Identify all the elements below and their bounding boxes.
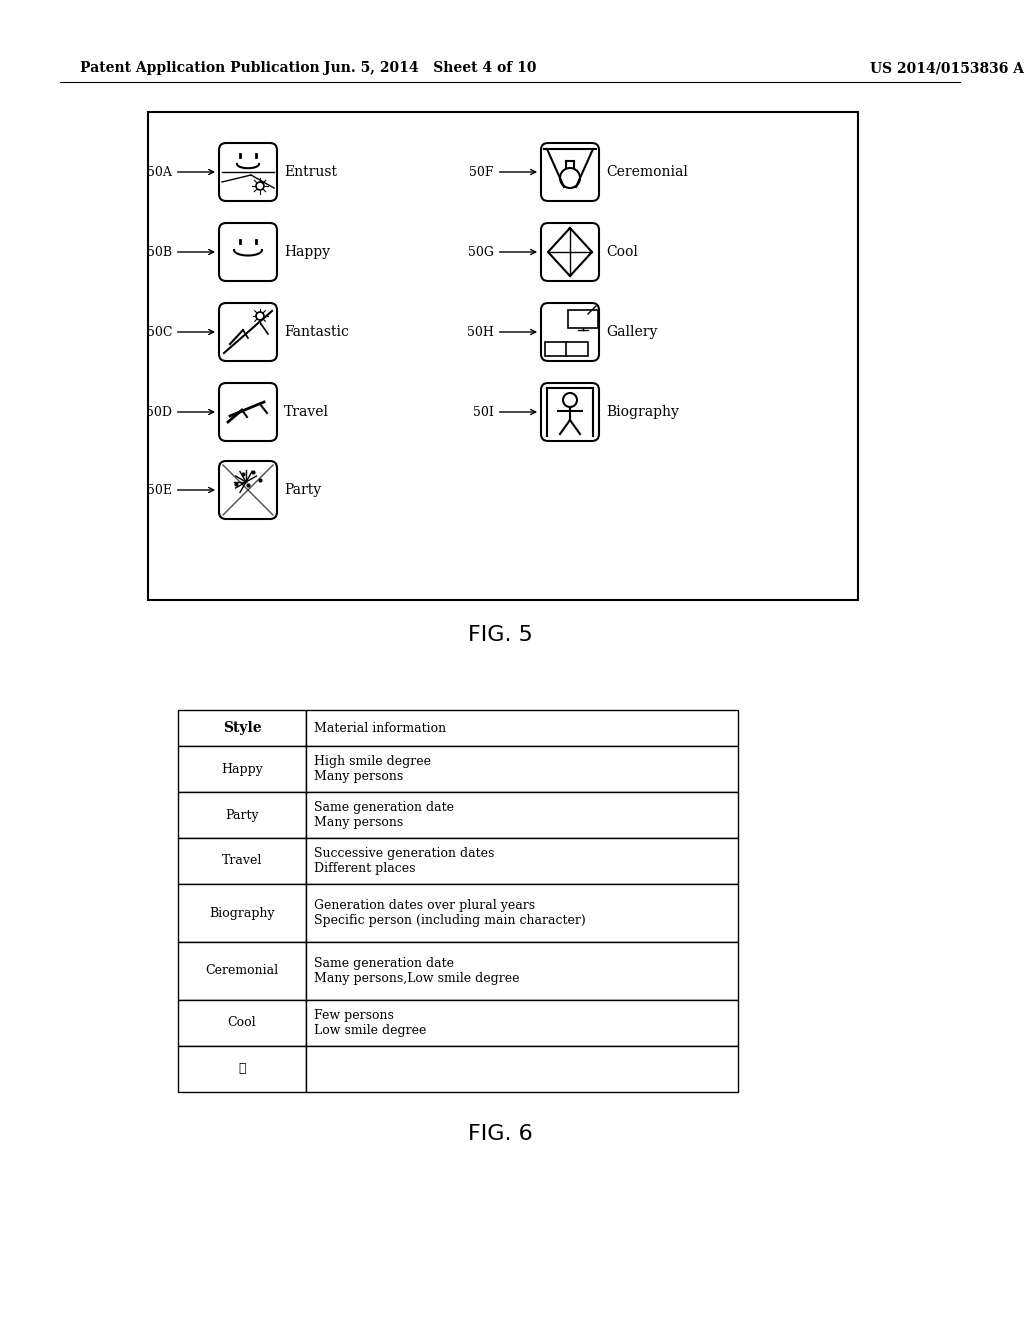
Text: Biography: Biography [209, 907, 274, 920]
FancyBboxPatch shape [541, 143, 599, 201]
Text: Party: Party [284, 483, 322, 498]
Text: Travel: Travel [222, 854, 262, 867]
Text: Same generation date
Many persons,Low smile degree: Same generation date Many persons,Low sm… [314, 957, 519, 985]
FancyBboxPatch shape [219, 143, 278, 201]
Text: FIG. 5: FIG. 5 [468, 624, 532, 645]
Text: High smile degree
Many persons: High smile degree Many persons [314, 755, 431, 783]
Text: Style: Style [222, 721, 261, 735]
FancyBboxPatch shape [541, 383, 599, 441]
FancyBboxPatch shape [541, 304, 599, 360]
Text: Biography: Biography [606, 405, 679, 418]
Bar [178, 746, 306, 792]
Text: 50B: 50B [146, 246, 214, 259]
Text: Cool: Cool [606, 246, 638, 259]
FancyBboxPatch shape [541, 223, 599, 281]
Text: Gallery: Gallery [606, 325, 657, 339]
Text: Cool: Cool [227, 1016, 256, 1030]
Text: ⋮: ⋮ [239, 1063, 246, 1076]
Text: US 2014/0153836 A1: US 2014/0153836 A1 [870, 61, 1024, 75]
Bar [148, 112, 858, 601]
Text: Patent Application Publication: Patent Application Publication [80, 61, 319, 75]
Text: 50C: 50C [146, 326, 214, 338]
Text: Generation dates over plural years
Specific person (including main character): Generation dates over plural years Speci… [314, 899, 586, 927]
Text: 50I: 50I [473, 405, 536, 418]
Bar [306, 792, 738, 838]
Text: 50G: 50G [468, 246, 536, 259]
Text: 50H: 50H [467, 326, 536, 338]
Bar [178, 942, 306, 1001]
Text: Fantastic: Fantastic [284, 325, 349, 339]
Text: FIG. 6: FIG. 6 [468, 1125, 532, 1144]
Bar [306, 838, 738, 884]
Text: 50A: 50A [147, 165, 214, 178]
FancyBboxPatch shape [219, 461, 278, 519]
Text: Ceremonial: Ceremonial [606, 165, 688, 180]
Text: Jun. 5, 2014   Sheet 4 of 10: Jun. 5, 2014 Sheet 4 of 10 [324, 61, 537, 75]
Text: Travel: Travel [284, 405, 329, 418]
FancyBboxPatch shape [219, 304, 278, 360]
Text: Happy: Happy [284, 246, 330, 259]
Bar [566, 342, 588, 356]
Bar [306, 1001, 738, 1045]
Text: Happy: Happy [221, 763, 263, 776]
Bar [306, 710, 738, 746]
Text: Entrust: Entrust [284, 165, 337, 180]
Bar [306, 746, 738, 792]
Text: 50E: 50E [147, 483, 214, 496]
Bar [178, 1045, 306, 1092]
Bar [306, 884, 738, 942]
Text: 50F: 50F [469, 165, 536, 178]
Text: Ceremonial: Ceremonial [206, 965, 279, 978]
Bar [306, 1045, 738, 1092]
Text: Party: Party [225, 808, 259, 821]
Bar [178, 792, 306, 838]
Text: Few persons
Low smile degree: Few persons Low smile degree [314, 1008, 426, 1038]
Bar [306, 942, 738, 1001]
FancyBboxPatch shape [219, 383, 278, 441]
Text: Material information: Material information [314, 722, 446, 734]
Bar [178, 884, 306, 942]
FancyBboxPatch shape [219, 223, 278, 281]
Text: Successive generation dates
Different places: Successive generation dates Different pl… [314, 847, 495, 875]
Bar [545, 342, 567, 356]
Bar [568, 310, 598, 327]
Bar [178, 1001, 306, 1045]
Bar [178, 710, 306, 746]
Text: 50D: 50D [146, 405, 214, 418]
Text: Same generation date
Many persons: Same generation date Many persons [314, 801, 454, 829]
Bar [178, 838, 306, 884]
